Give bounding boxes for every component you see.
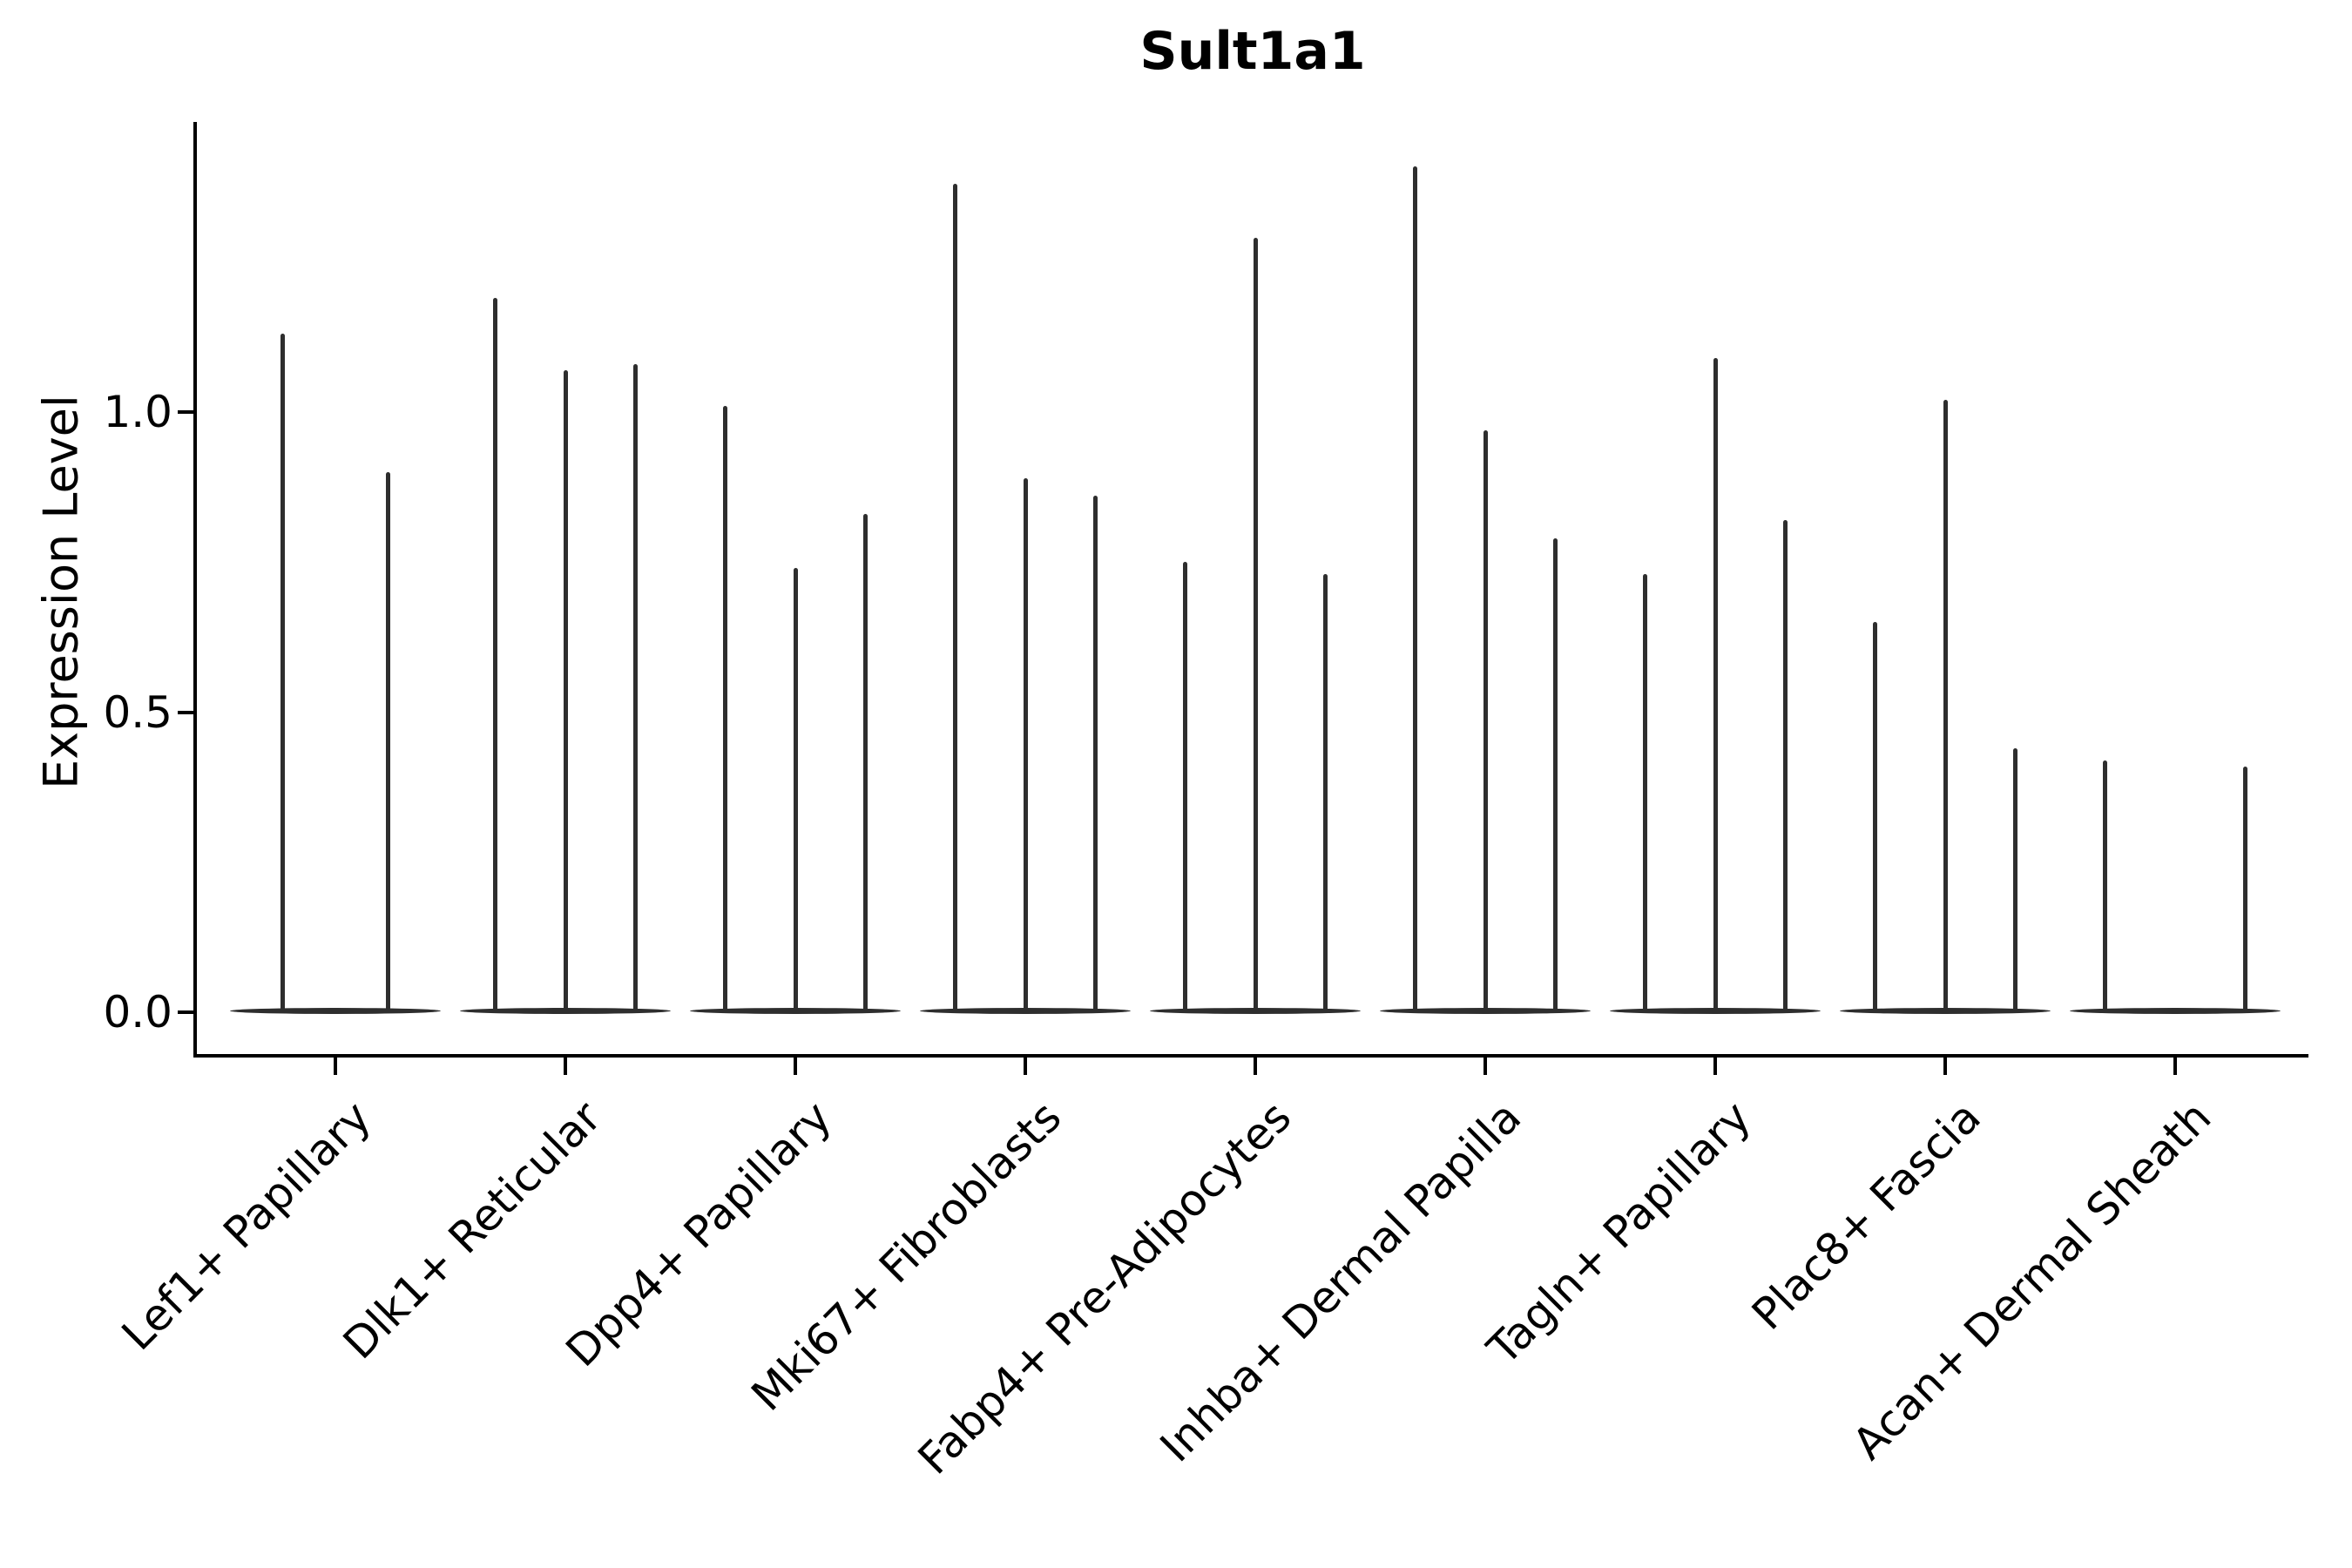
x-tick-label: Dlk1+ Reticular: [334, 1092, 612, 1369]
x-tick: [1713, 1058, 1717, 1075]
x-tick: [334, 1058, 337, 1075]
x-tick: [1484, 1058, 1487, 1075]
violin-base: [230, 1008, 441, 1014]
violin-spike: [952, 184, 957, 1012]
x-tick: [1943, 1058, 1947, 1075]
violin-spike: [1783, 520, 1788, 1012]
x-axis-spine: [193, 1054, 2308, 1058]
x-tick: [2173, 1058, 2177, 1075]
y-tick-label: 1.0: [103, 387, 172, 437]
violin-spike: [1943, 400, 1948, 1012]
violin-spike: [1023, 477, 1028, 1012]
violin-spike: [1182, 562, 1187, 1012]
violin-spike: [793, 568, 798, 1012]
y-tick: [178, 710, 193, 714]
violin-spike: [633, 363, 639, 1012]
violin-spike: [1642, 574, 1647, 1012]
violin-spike: [563, 369, 568, 1012]
y-tick-label: 0.0: [103, 987, 172, 1037]
x-tick-label: Lef1+ Papillary: [112, 1092, 382, 1361]
violin-spike: [1553, 537, 1558, 1012]
violin-spike: [386, 471, 390, 1012]
y-tick-label: 0.5: [103, 686, 172, 738]
x-tick: [564, 1058, 567, 1075]
violin-spike: [722, 406, 727, 1012]
x-tick-label: Fabp4+ Pre-Adipocytes: [908, 1092, 1301, 1484]
violin-spike: [280, 334, 285, 1012]
violin-base: [2070, 1008, 2281, 1014]
x-tick-label: Plac8+ Fascia: [1742, 1092, 1991, 1340]
violin-spike: [1872, 622, 1877, 1012]
violin-spike: [492, 298, 497, 1012]
x-tick: [794, 1058, 797, 1075]
y-axis-spine: [193, 122, 197, 1058]
x-tick: [1024, 1058, 1027, 1075]
y-axis-label: Expression Level: [33, 395, 89, 789]
x-tick: [1254, 1058, 1257, 1075]
y-tick: [178, 1010, 193, 1014]
violin-spike: [1483, 429, 1488, 1012]
violin-spike: [1253, 238, 1258, 1012]
violin-spike: [1093, 496, 1098, 1012]
violin-spike: [2243, 766, 2248, 1012]
violin-spike: [2102, 760, 2107, 1012]
y-tick: [178, 410, 193, 414]
violin-spike: [1713, 357, 1718, 1012]
violin-spike: [1412, 166, 1417, 1012]
violin-spike: [2013, 747, 2018, 1012]
violin-spike: [863, 514, 868, 1012]
violin-spike: [1323, 574, 1328, 1012]
chart-title: Sult1a1: [1139, 21, 1366, 82]
